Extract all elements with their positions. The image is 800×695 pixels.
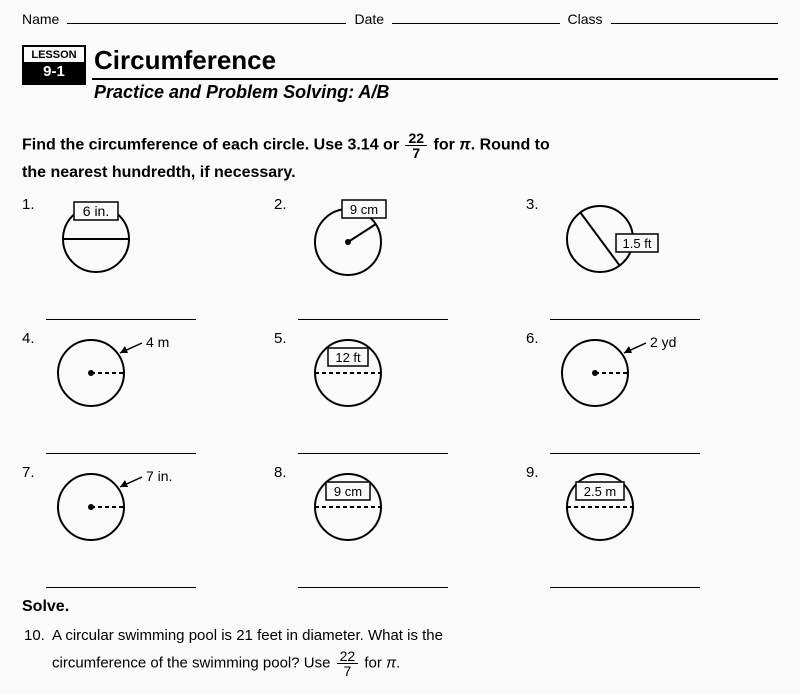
problem-grid: 1. 6 in. 2. 9 cm 3. 1.5 ft [22,194,778,592]
instr-text: . Round to [471,137,550,154]
solve-heading: Solve. [22,598,778,616]
problem-4: 4. 4 m [22,328,274,458]
svg-text:12 ft: 12 ft [335,350,361,365]
problem-number: 9. [526,464,539,481]
problem-6: 6. 2 yd [526,328,778,458]
class-label: Class [568,11,603,27]
circle-diagram: 9 cm [298,194,418,284]
instr-text: Find the circumference of each circle. U… [22,137,403,154]
measure-label: 2 yd [650,334,676,350]
circle-diagram [46,462,196,552]
answer-blank[interactable] [550,319,700,320]
answer-blank[interactable] [46,319,196,320]
problem-9: 9. 2.5 m [526,462,778,592]
circle-diagram: 12 ft [298,328,418,418]
answer-blank[interactable] [46,587,196,588]
answer-blank[interactable] [298,319,448,320]
fraction-22-7: 227 [337,649,359,678]
svg-text:2.5 m: 2.5 m [584,484,617,499]
circle-diagram: 6 in. [46,194,166,284]
problem-number: 3. [526,196,539,213]
word-text: circumference of the swimming pool? Use [52,654,335,671]
circle-diagram: 2.5 m [550,462,670,552]
problem-number: 2. [274,196,287,213]
problem-number: 1. [22,196,35,213]
problem-number: 5. [274,330,287,347]
lesson-label: LESSON [24,47,84,62]
problem-number: 8. [274,464,287,481]
instr-text: for [434,137,460,154]
svg-text:9 cm: 9 cm [334,484,362,499]
fraction-22-7: 227 [405,131,427,160]
class-blank[interactable] [611,10,778,24]
lesson-number-box: LESSON 9-1 [22,45,86,85]
pi-symbol: π [386,654,396,671]
worksheet-header: Name Date Class [22,10,778,27]
word-problem-10: 10.A circular swimming pool is 21 feet i… [22,622,778,678]
problem-8: 8. 9 cm [274,462,526,592]
pi-symbol: π [459,137,470,154]
problem-2: 2. 9 cm [274,194,526,324]
lesson-number: 9-1 [24,62,84,83]
circle-diagram: 9 cm [298,462,418,552]
problem-5: 5. 12 ft [274,328,526,458]
circle-diagram: 1.5 ft [550,194,690,284]
word-text: A circular swimming pool is 21 feet in d… [52,627,443,644]
problem-number: 6. [526,330,539,347]
answer-blank[interactable] [550,453,700,454]
problem-7: 7. 7 in. [22,462,274,592]
svg-text:6 in.: 6 in. [83,203,109,219]
answer-blank[interactable] [46,453,196,454]
page-title: Circumference [92,45,778,80]
measure-label: 4 m [146,334,169,350]
answer-blank[interactable] [298,453,448,454]
problem-1: 1. 6 in. [22,194,274,324]
word-text: . [396,654,400,671]
problem-3: 3. 1.5 ft [526,194,778,324]
page-subtitle: Practice and Problem Solving: A/B [92,82,778,103]
answer-blank[interactable] [550,587,700,588]
svg-text:9 cm: 9 cm [350,202,378,217]
word-text: for [364,654,386,671]
name-label: Name [22,11,59,27]
svg-text:1.5 ft: 1.5 ft [623,236,652,251]
lesson-title-block: LESSON 9-1 Circumference Practice and Pr… [22,45,778,103]
name-blank[interactable] [67,10,346,24]
problem-number: 4. [22,330,35,347]
date-label: Date [354,11,384,27]
measure-label: 7 in. [146,468,172,484]
problem-number: 7. [22,464,35,481]
date-blank[interactable] [392,10,559,24]
circle-diagram [46,328,196,418]
problem-number: 10. [24,622,52,649]
circle-diagram [550,328,700,418]
instructions: Find the circumference of each circle. U… [22,131,778,186]
answer-blank[interactable] [298,587,448,588]
instr-text: the nearest hundredth, if necessary. [22,164,296,181]
